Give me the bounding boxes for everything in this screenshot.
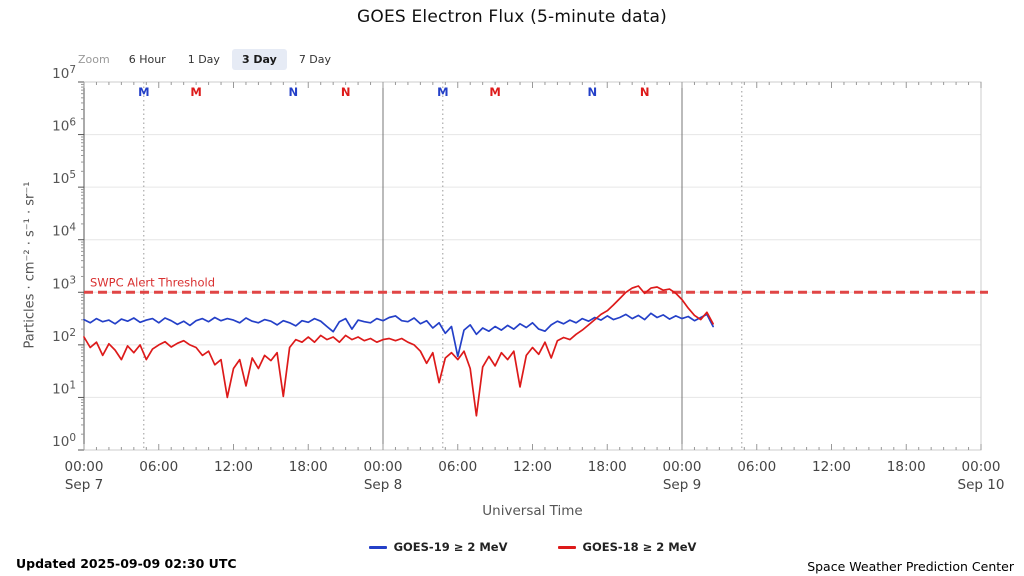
goes-19-legend-label: GOES-19 ≥ 2 MeV <box>393 540 508 554</box>
chart-title: GOES Electron Flux (5-minute data) <box>356 7 668 27</box>
x-tick-label: 06:00 <box>438 459 477 475</box>
y-tick-label: 107 <box>52 64 76 82</box>
satellite-m-marker: M <box>437 85 448 99</box>
x-tick-label: 12:00 <box>812 459 851 475</box>
x-tick-label: 06:00 <box>139 459 178 475</box>
x-tick-label: 06:00 <box>737 459 776 475</box>
y-tick-label: 102 <box>52 327 76 345</box>
y-tick-label: 105 <box>52 169 76 187</box>
range-button-7-day[interactable]: 7 Day <box>298 53 332 66</box>
x-axis-title: Universal Time <box>482 503 583 519</box>
range-button-3-day[interactable]: 3 Day <box>231 49 287 70</box>
x-tick-label: 18:00 <box>588 459 627 475</box>
y-tick-label: 104 <box>52 222 76 240</box>
y-tick-label: 103 <box>52 274 76 292</box>
goes-18-series-line <box>83 285 714 417</box>
y-tick-label: 100 <box>52 432 76 450</box>
legend: GOES-19 ≥ 2 MeV GOES-18 ≥ 2 MeV <box>84 540 981 554</box>
legend-item-goes-19[interactable]: GOES-19 ≥ 2 MeV <box>368 540 508 554</box>
satellite-m-marker: M <box>489 85 500 99</box>
range-button-1-day[interactable]: 1 Day <box>187 53 220 66</box>
zoom-range-toolbar: Zoom 6 Hour 1 Day 3 Day 7 Day <box>78 49 342 70</box>
y-tick-label: 101 <box>52 379 76 397</box>
goes-18-legend-label: GOES-18 ≥ 2 MeV <box>582 540 697 554</box>
y-tick-label: 106 <box>52 117 76 135</box>
satellite-m-marker: M <box>138 85 149 99</box>
x-tick-label: 00:00 <box>962 459 1001 475</box>
goes-18-legend-dash <box>557 545 576 549</box>
goes-19-legend-dash <box>368 545 387 549</box>
satellite-n-marker: N <box>587 85 597 99</box>
satellite-m-marker: M <box>190 85 201 99</box>
x-tick-label: 12:00 <box>214 459 253 475</box>
legend-item-goes-18[interactable]: GOES-18 ≥ 2 MeV <box>557 540 697 554</box>
y-axis-title: Particles · cm⁻² · s⁻¹ · sr⁻¹ <box>22 181 38 349</box>
x-date-label: Sep 8 <box>364 477 402 493</box>
satellite-n-marker: N <box>640 85 650 99</box>
zoom-label: Zoom <box>78 53 110 66</box>
x-tick-label: 12:00 <box>513 459 552 475</box>
x-tick-label: 00:00 <box>65 459 104 475</box>
source-attribution: Space Weather Prediction Center <box>807 559 1014 574</box>
goes-19-series-line <box>83 312 714 358</box>
plot-border <box>83 81 982 451</box>
swpc-alert-threshold-label: SWPC Alert Threshold <box>90 275 215 289</box>
satellite-n-marker: N <box>341 85 351 99</box>
x-tick-label: 18:00 <box>887 459 926 475</box>
range-button-6-hour[interactable]: 6 Hour <box>128 53 166 66</box>
x-date-label: Sep 10 <box>958 477 1005 493</box>
satellite-n-marker: N <box>288 85 298 99</box>
x-date-label: Sep 7 <box>65 477 103 493</box>
x-tick-label: 18:00 <box>289 459 328 475</box>
updated-timestamp: Updated 2025-09-09 02:30 UTC <box>16 556 237 571</box>
x-tick-label: 00:00 <box>364 459 403 475</box>
x-date-label: Sep 9 <box>663 477 701 493</box>
x-tick-label: 00:00 <box>663 459 702 475</box>
